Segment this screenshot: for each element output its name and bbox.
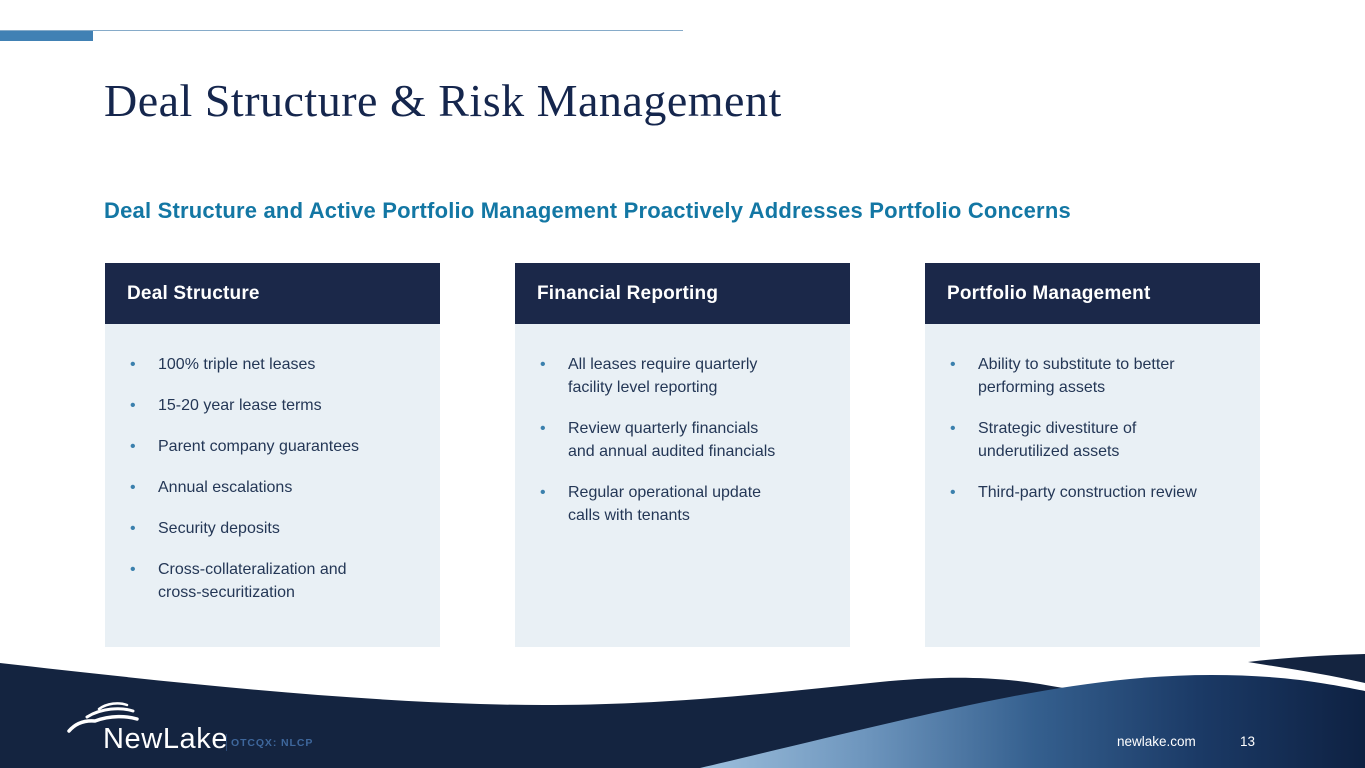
slide-subtitle: Deal Structure and Active Portfolio Mana… xyxy=(104,198,1071,223)
bullet-item: Strategic divestiture of underutilized a… xyxy=(925,417,1240,463)
bullet-item: 100% triple net leases xyxy=(105,353,420,376)
bullet-item: Regular operational update calls with te… xyxy=(515,481,830,527)
bullet-item: Ability to substitute to better performi… xyxy=(925,353,1240,399)
card-deal-structure: Deal Structure 100% triple net leases 15-… xyxy=(105,263,440,647)
logo-wordmark: NewLake xyxy=(103,723,229,755)
wave-corner-crescent xyxy=(1248,654,1365,683)
card-body: Ability to substitute to better performi… xyxy=(925,324,1260,647)
newlake-logo: NewLake xyxy=(62,698,302,760)
wave-gradient-dome xyxy=(700,674,1365,768)
bullet-item: 15-20 year lease terms xyxy=(105,394,420,417)
top-divider-line xyxy=(0,30,683,31)
bullet-item: All leases require quarterly facility le… xyxy=(515,353,830,399)
bullet-list: Ability to substitute to better performi… xyxy=(925,353,1240,504)
page-title: Deal Structure & Risk Management xyxy=(104,75,782,126)
bullet-item: Third-party construction review xyxy=(925,481,1240,504)
logo-divider xyxy=(226,734,227,751)
website-link[interactable]: newlake.com xyxy=(1117,734,1196,749)
bullet-item: Cross-collateralization and cross-securi… xyxy=(105,558,420,604)
bullet-list: All leases require quarterly facility le… xyxy=(515,353,830,527)
ticker-label: OTCQX: NLCP xyxy=(231,737,314,749)
bullet-item: Parent company guarantees xyxy=(105,435,420,458)
bullet-item: Security deposits xyxy=(105,517,420,540)
page-number: 13 xyxy=(1240,734,1256,749)
accent-bar xyxy=(0,31,93,41)
card-financial-reporting: Financial Reporting All leases require q… xyxy=(515,263,850,647)
card-portfolio-management: Portfolio Management Ability to substitu… xyxy=(925,263,1260,647)
bullet-item: Annual escalations xyxy=(105,476,420,499)
bullet-list: 100% triple net leases 15-20 year lease t… xyxy=(105,353,420,604)
cards-row: Deal Structure 100% triple net leases 15-… xyxy=(105,263,1260,647)
footer-wave xyxy=(0,654,1365,768)
wave-logo-icon xyxy=(67,702,139,733)
card-header: Portfolio Management xyxy=(925,263,1260,324)
card-header: Financial Reporting xyxy=(515,263,850,324)
bullet-item: Review quarterly financials and annual a… xyxy=(515,417,830,463)
card-header: Deal Structure xyxy=(105,263,440,324)
card-body: All leases require quarterly facility le… xyxy=(515,324,850,647)
card-body: 100% triple net leases 15-20 year lease t… xyxy=(105,324,440,647)
